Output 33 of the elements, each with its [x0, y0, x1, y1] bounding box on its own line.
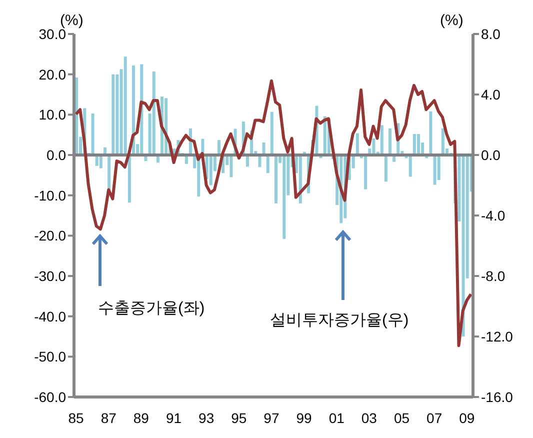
- y-tick-label: -20.0: [34, 228, 66, 244]
- y2-tick-label: -4.0: [481, 207, 506, 224]
- x-tick-label: 03: [361, 410, 378, 426]
- y-tick-label: -30.0: [34, 268, 66, 284]
- x-tick-label: 87: [100, 410, 117, 426]
- x-tick-label: 97: [264, 410, 280, 426]
- x-tick-label: 05: [394, 410, 410, 426]
- y-tick-label: -40.0: [34, 308, 66, 324]
- x-tick-label: 93: [198, 410, 214, 426]
- x-tick-label: 09: [459, 410, 475, 426]
- y2-tick-label: -16.0: [481, 388, 514, 405]
- x-tick-label: 95: [231, 410, 247, 426]
- x-tick-label: 07: [426, 410, 442, 426]
- y2-tick-label: -12.0: [481, 328, 514, 344]
- x-tick-label: 99: [296, 410, 312, 426]
- y-tick-label: -60.0: [34, 388, 66, 405]
- annotation: 설비투자증가율(우): [270, 311, 409, 331]
- x-tick-label: 91: [166, 410, 182, 426]
- y2-tick-label: -8.0: [481, 268, 506, 284]
- y-tick-label: 20.0: [38, 66, 66, 82]
- y2-tick-label: 4.0: [481, 86, 501, 102]
- y2-tick-label: 0.0: [481, 146, 501, 163]
- y-tick-label: -50.0: [34, 348, 66, 365]
- x-tick-label: 89: [133, 410, 150, 426]
- annotation: 수출증가율(좌): [98, 299, 205, 319]
- y-tick-label: 0.0: [46, 146, 66, 163]
- y-axis-title: (%): [60, 12, 84, 29]
- y2-axis-title: (%): [440, 12, 464, 29]
- y-tick-label: 10.0: [38, 106, 66, 123]
- y2-tick-label: 8.0: [481, 26, 501, 42]
- y-tick-label: -10.0: [34, 187, 66, 204]
- x-tick-label: 85: [68, 410, 84, 426]
- x-tick-label: 01: [328, 410, 345, 426]
